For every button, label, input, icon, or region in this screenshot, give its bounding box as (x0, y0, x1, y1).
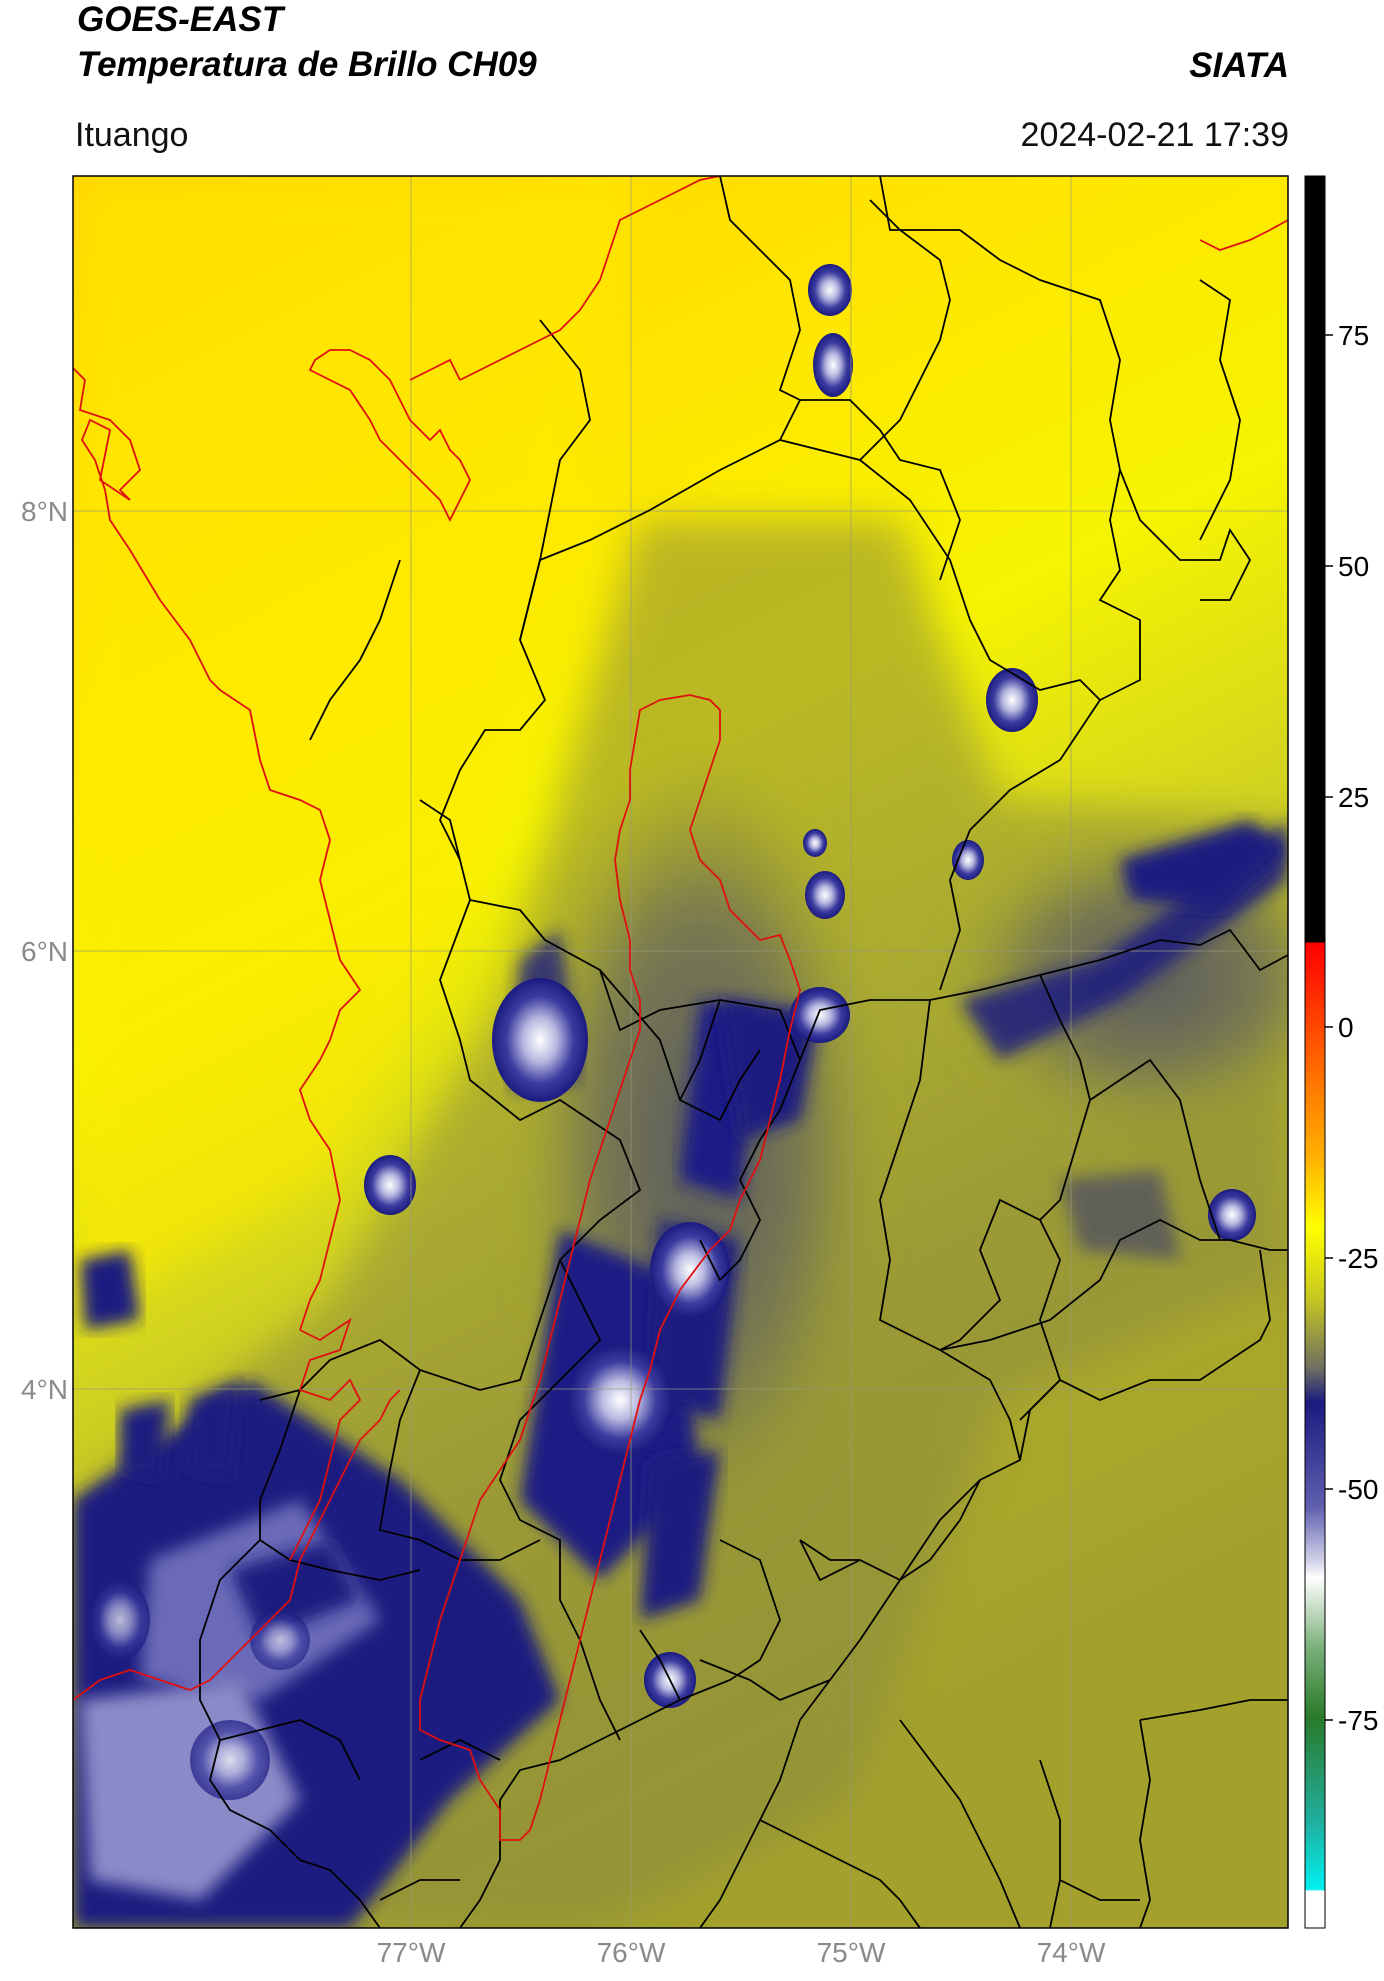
colorbar-tick: -75 (1338, 1705, 1378, 1736)
lat-label: 4°N (21, 1374, 68, 1405)
lon-label: 74°W (1037, 1937, 1106, 1968)
latitude-labels: 8°N 6°N 4°N (21, 496, 68, 1405)
colorbar-tick: 25 (1338, 782, 1369, 813)
region-label: Ituango (75, 116, 189, 154)
lon-label: 77°W (377, 1937, 446, 1968)
colorbar-tick: 0 (1338, 1012, 1354, 1043)
graticule (73, 176, 1288, 1928)
colorbar-tick: 75 (1338, 320, 1369, 351)
organization-label: SIATA (1189, 46, 1289, 85)
longitude-labels: 77°W 76°W 75°W 74°W (377, 1937, 1106, 1968)
department-borders (199, 176, 1288, 1928)
brightness-temperature-field (73, 176, 1288, 1928)
colorbar-tick: 50 (1338, 551, 1369, 582)
lat-label: 8°N (21, 496, 68, 527)
lon-label: 75°W (817, 1937, 886, 1968)
colorbar-tick: -25 (1338, 1243, 1378, 1274)
title-satellite: GOES-EAST (77, 0, 284, 39)
title-product: Temperatura de Brillo CH09 (77, 45, 537, 84)
timestamp-label: 2024-02-21 17:39 (1020, 116, 1289, 154)
lat-label: 6°N (21, 936, 68, 967)
lon-label: 76°W (597, 1937, 666, 1968)
map-frame (72, 175, 1289, 1929)
colorbar: 75 50 25 0 -25 -50 -75 (1304, 175, 1378, 1929)
colorbar-scale (1304, 175, 1326, 1929)
colorbar-tick: -50 (1338, 1474, 1378, 1505)
country-borders (73, 176, 1288, 1841)
